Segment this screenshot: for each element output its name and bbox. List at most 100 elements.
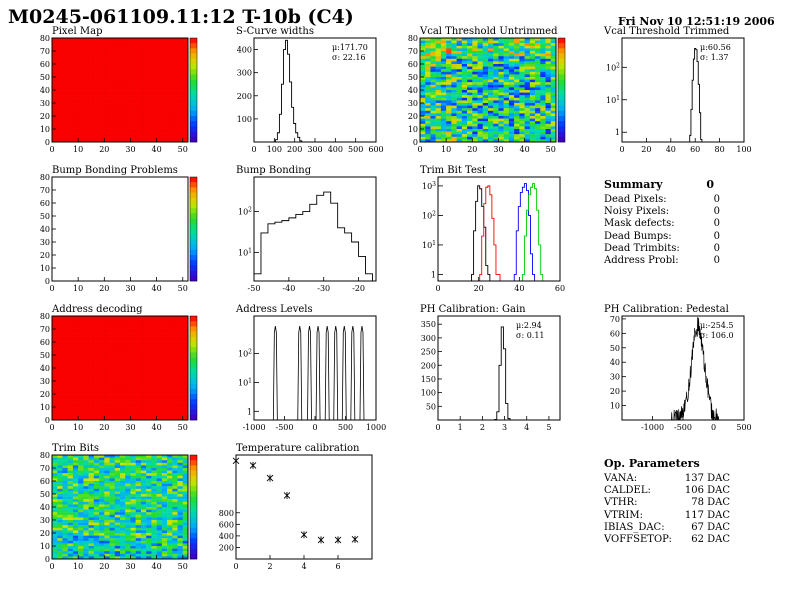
x-tick-label: 10 <box>73 423 83 432</box>
palette-swatch <box>190 84 197 91</box>
chart-vcal-trimmed: 0 20 40 60 80 100 1 101 102 μ:60.56σ: 1.37 <box>606 37 752 154</box>
y-tick-label: 40 <box>408 86 418 95</box>
y-tick-label: 20 <box>408 112 418 121</box>
y-tick-label: 10 <box>610 402 620 411</box>
palette-swatch <box>558 100 565 106</box>
panel-title: Trim Bit Test <box>420 165 487 176</box>
y-tick-label: 400 <box>219 532 234 541</box>
x-tick-label: 0 <box>711 423 716 432</box>
x-tick-label: -40 <box>282 284 295 293</box>
y-tick-label: 10 <box>40 403 50 412</box>
panel-pixel-map: Pixel Map 0 10 20 30 40 50 0 10 20 30 40 50 60 70 80 <box>40 26 212 158</box>
scatter-point <box>334 536 342 544</box>
y-tick-label: 1 <box>615 128 620 137</box>
heatmap-cells <box>52 38 188 142</box>
x-tick-label: 50 <box>178 562 188 571</box>
x-tick-label: -1000 <box>641 423 664 432</box>
palette-swatch <box>190 95 197 101</box>
palette-swatch <box>558 116 565 122</box>
palette-swatch <box>190 100 197 106</box>
palette-swatch <box>190 331 197 338</box>
palette-swatch <box>190 136 197 143</box>
y-tick-label: 101 <box>422 240 436 250</box>
palette-swatch <box>190 90 197 96</box>
address-peak <box>297 325 303 421</box>
panel-vcal-untrimmed: Vcal Threshold Untrimmed 0 10 20 30 40 50 0 10 2… <box>408 26 580 158</box>
summary-row-value: 0 <box>713 242 720 254</box>
address-peak <box>315 325 321 421</box>
panel-title: Trim Bits <box>52 443 100 454</box>
palette-swatch <box>190 460 197 466</box>
palette-swatch <box>190 69 197 75</box>
palette-swatch <box>190 53 197 60</box>
x-tick-label: 60 <box>555 284 565 293</box>
palette-swatch <box>190 512 197 518</box>
palette-swatch <box>558 79 565 86</box>
x-tick-label: -500 <box>674 423 692 432</box>
y-tick-label: 50 <box>610 344 620 353</box>
palette-swatch <box>558 136 565 143</box>
palette-swatch <box>190 79 197 86</box>
x-tick-label: 20 <box>641 145 651 154</box>
x-tick-label: 40 <box>514 284 524 293</box>
chart-pixel-map: 0 10 20 30 40 50 0 10 20 30 40 50 60 70 80 <box>40 34 198 154</box>
y-tick-label: 60 <box>40 199 50 208</box>
y-tick-label: 10 <box>40 125 50 134</box>
x-tick-label: 60 <box>690 145 700 154</box>
y-tick-label: 1 <box>247 407 252 416</box>
y-tick-label: 102 <box>422 210 436 220</box>
y-tick-label: 600 <box>219 520 234 529</box>
histogram-line <box>253 191 373 281</box>
x-tick-label: 40 <box>152 423 162 432</box>
plot-frame <box>235 454 373 560</box>
summary-row-value: 0 <box>713 194 720 205</box>
panel-bump-bonding-problems: Bump Bonding Problems 0 10 20 30 40 50 0 10 20 30… <box>40 165 212 297</box>
y-tick-label: 50 <box>40 212 50 221</box>
panel-title: Vcal Threshold Untrimmed <box>420 26 558 37</box>
palette-swatch <box>558 121 565 127</box>
palette-swatch <box>190 533 197 539</box>
y-tick-label: 400 <box>237 46 252 55</box>
x-tick-label: 40 <box>152 562 162 571</box>
x-tick-label: 20 <box>99 284 109 293</box>
palette-swatch <box>190 404 197 410</box>
op-param-label: VOFFSETOP: <box>604 534 672 545</box>
x-tick-label: 50 <box>546 145 556 154</box>
palette-swatch <box>190 316 197 322</box>
chart-bump-bonding: -50 -40 -30 -20 101 102 <box>238 176 377 293</box>
palette-swatch <box>190 378 197 384</box>
x-tick-label: 4 <box>524 423 529 432</box>
address-peak <box>333 325 339 421</box>
histogram-line <box>670 317 720 421</box>
x-tick-label: 0 <box>49 423 54 432</box>
palette-swatch <box>190 270 197 277</box>
panel-bump-bonding: Bump Bonding -50 -40 -30 -20 101 102 <box>236 165 386 297</box>
y-tick-label: 30 <box>610 373 620 382</box>
chart-trim-bit-test: 0 20 40 60 1 101 102 103 <box>422 176 565 293</box>
palette-frame <box>189 315 198 421</box>
y-tick-label: 60 <box>610 329 620 338</box>
op-param-label: VTRIM: <box>604 509 643 521</box>
y-tick-label: 70 <box>408 47 418 56</box>
plot-frame <box>51 176 189 282</box>
x-tick-label: 10 <box>73 284 83 293</box>
x-tick-label: 500 <box>736 423 751 432</box>
x-tick-label: 600 <box>368 145 383 154</box>
palette-swatch <box>190 326 197 332</box>
y-tick-label: 70 <box>40 325 50 334</box>
chart-ph-pedestal: -1000 -500 0 500 10 20 30 40 50 60 70 μ:-254.5σ: 10… <box>610 315 752 432</box>
chart-trim-bits: 0 10 20 30 40 50 0 10 20 30 40 50 60 70 80 <box>40 451 198 571</box>
x-tick-label: 0 <box>312 423 317 432</box>
palette-swatch <box>190 538 197 544</box>
y-tick-label: 20 <box>40 529 50 538</box>
x-tick-label: -50 <box>248 284 261 293</box>
palette-swatch <box>190 43 197 49</box>
panel-title: Pixel Map <box>52 26 103 37</box>
y-tick-label: 103 <box>422 181 436 191</box>
x-tick-label: 40 <box>666 145 676 154</box>
x-tick-label: 20 <box>99 145 109 154</box>
x-tick-label: 1000 <box>366 423 386 432</box>
y-tick-label: 80 <box>40 312 50 321</box>
palette-swatch <box>190 74 197 80</box>
palette-swatch <box>190 116 197 122</box>
